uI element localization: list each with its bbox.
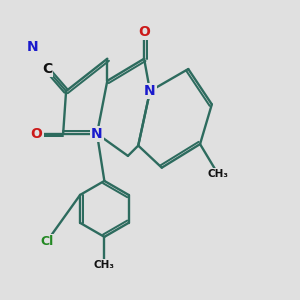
Text: Cl: Cl xyxy=(40,235,54,248)
Text: O: O xyxy=(138,25,150,39)
Text: N: N xyxy=(26,40,38,54)
Text: C: C xyxy=(42,62,52,76)
Text: CH₃: CH₃ xyxy=(94,260,115,270)
Text: CH₃: CH₃ xyxy=(207,169,228,178)
Text: O: O xyxy=(31,127,43,141)
Text: N: N xyxy=(144,84,156,98)
Text: N: N xyxy=(91,127,103,141)
